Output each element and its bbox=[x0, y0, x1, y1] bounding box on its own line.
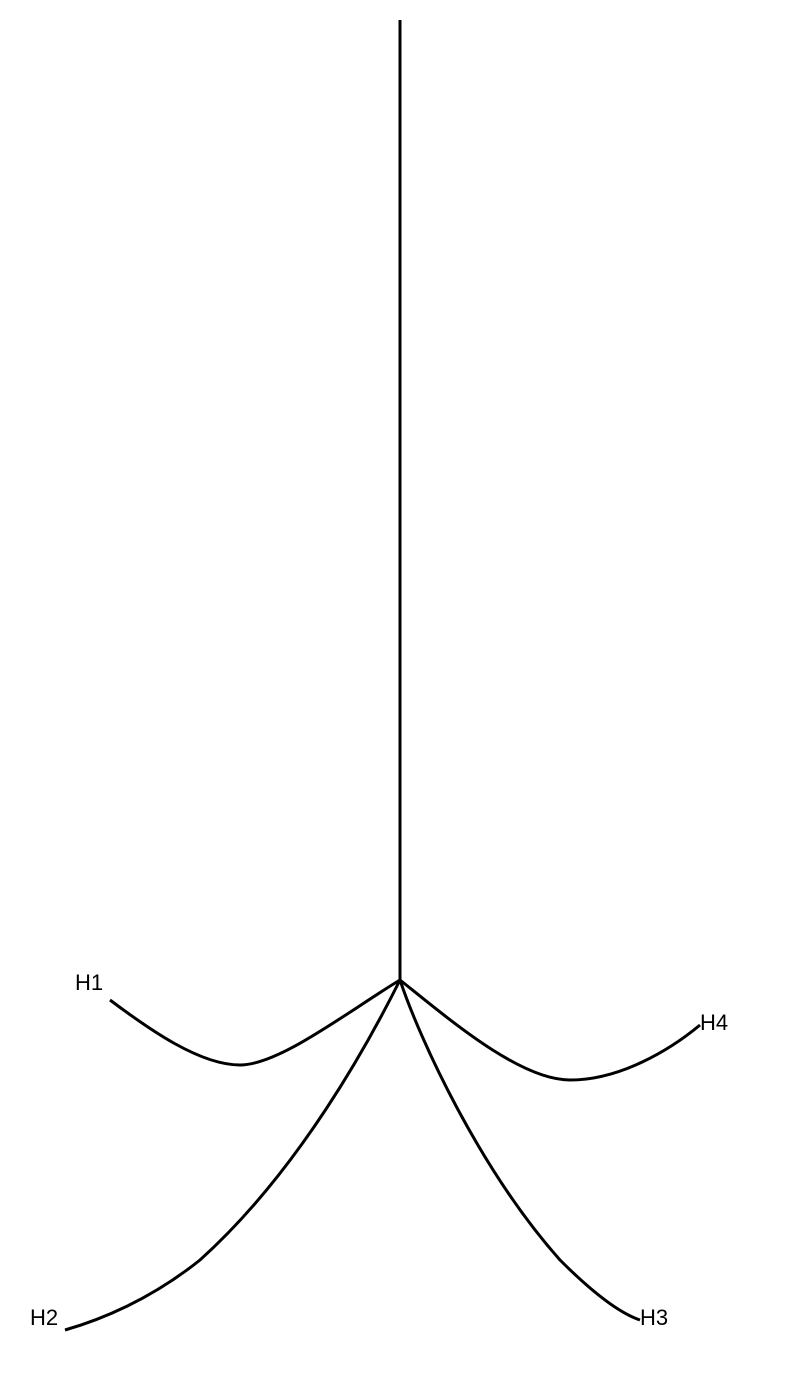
antenna-diagram: H1 H2 H3 H4 bbox=[0, 0, 799, 1384]
diagram-svg bbox=[0, 0, 799, 1384]
label-h4: H4 bbox=[700, 1010, 728, 1036]
branch-h1 bbox=[110, 980, 400, 1065]
branch-h2 bbox=[65, 980, 400, 1330]
label-h2: H2 bbox=[30, 1305, 58, 1331]
label-h3: H3 bbox=[640, 1305, 668, 1331]
branch-h4 bbox=[400, 980, 700, 1080]
label-h1: H1 bbox=[75, 970, 103, 996]
branch-h3 bbox=[400, 980, 640, 1320]
